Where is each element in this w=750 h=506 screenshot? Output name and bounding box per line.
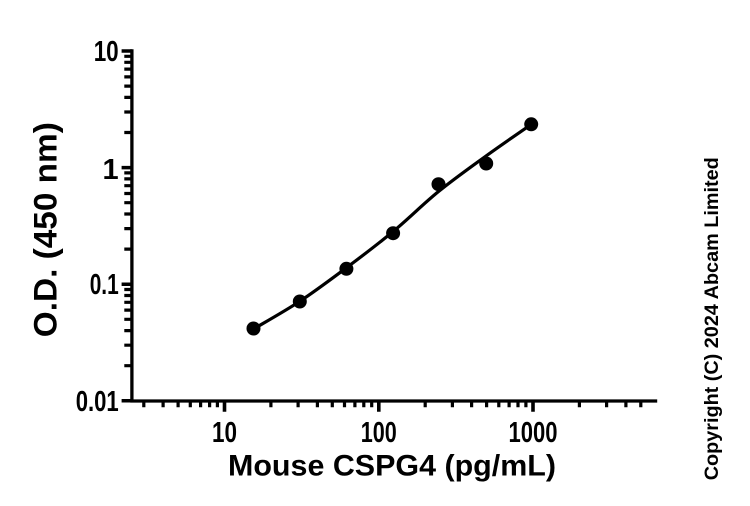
svg-text:100: 100 xyxy=(361,417,397,449)
svg-text:1000: 1000 xyxy=(509,417,558,449)
svg-text:10: 10 xyxy=(94,36,119,68)
svg-text:Mouse CSPG4 (pg/mL): Mouse CSPG4 (pg/mL) xyxy=(228,450,556,483)
svg-text:O.D. (450 nm): O.D. (450 nm) xyxy=(28,122,64,337)
svg-text:Copyright (C) 2024 Abcam Limit: Copyright (C) 2024 Abcam Limited xyxy=(702,157,723,480)
svg-text:1: 1 xyxy=(103,154,119,186)
svg-text:0.1: 0.1 xyxy=(90,269,119,301)
svg-text:10: 10 xyxy=(212,417,237,449)
svg-text:0.01: 0.01 xyxy=(76,386,119,418)
